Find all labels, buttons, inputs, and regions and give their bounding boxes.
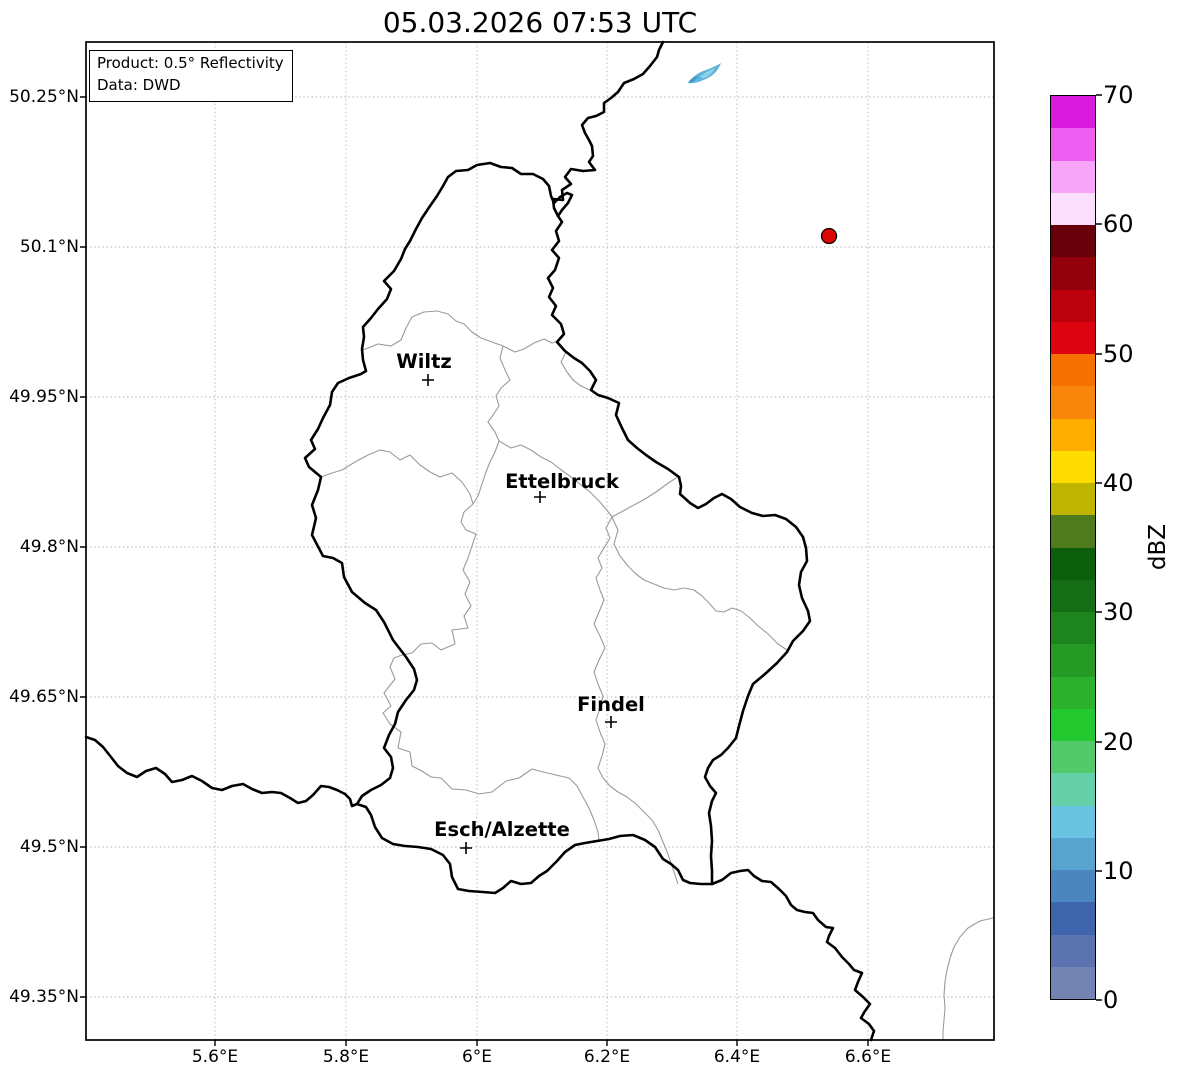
- luxembourg-border: [303, 161, 812, 895]
- colorbar-segment: [1051, 741, 1095, 774]
- colorbar-segment: [1051, 547, 1095, 580]
- city-label-findel: Findel: [577, 693, 645, 716]
- colorbar-segment: [1051, 644, 1095, 677]
- colorbar-tick-label: 50: [1103, 340, 1134, 368]
- colorbar-ticks: [1096, 94, 1102, 1001]
- city-markers: [422, 374, 617, 854]
- colorbar-tick-label: 20: [1103, 728, 1134, 756]
- lat-tick-label: 49.5°N: [19, 837, 79, 857]
- district-border-line: [320, 449, 477, 707]
- product-info-line2: Data: DWD: [97, 75, 181, 94]
- colorbar-segment: [1051, 386, 1095, 419]
- colorbar-segment: [1051, 289, 1095, 322]
- lat-tick-label: 49.35°N: [9, 987, 79, 1007]
- city-marker-ettelbruck: [534, 491, 546, 503]
- lat-tick-label: 50.25°N: [9, 87, 79, 107]
- colorbar-segment: [1051, 128, 1095, 161]
- lon-tick-label: 5.8°E: [322, 1047, 370, 1067]
- colorbar-unit-label: dBZ: [1145, 523, 1171, 571]
- city-label-ettelbruck: Ettelbruck: [505, 470, 619, 493]
- colorbar-segment: [1051, 612, 1095, 645]
- france-germany-border: [710, 868, 876, 1042]
- district-border-line: [362, 310, 504, 351]
- district-border-line: [472, 440, 500, 505]
- colorbar-tick-label: 30: [1103, 598, 1134, 626]
- district-border-line: [611, 476, 682, 518]
- colorbar-segment: [1051, 773, 1095, 806]
- colorbar-segment: [1051, 870, 1095, 903]
- colorbar-tick-label: 40: [1103, 469, 1134, 497]
- colorbar-segment: [1051, 515, 1095, 548]
- district-border-line: [593, 516, 628, 798]
- page-title: 05.03.2026 07:53 UTC: [382, 6, 698, 39]
- y-axis-ticks: [80, 96, 86, 998]
- belgium-germany-border: [551, 40, 665, 218]
- colorbar-segment: [1051, 902, 1095, 935]
- colorbar-segment: [1051, 450, 1095, 483]
- lon-tick-label: 6.4°E: [713, 1047, 761, 1067]
- city-marker-findel: [605, 716, 617, 728]
- colorbar-segment: [1051, 160, 1095, 193]
- colorbar-segment: [1051, 257, 1095, 290]
- colorbar-segment: [1051, 483, 1095, 516]
- colorbar-tick-label: 60: [1103, 210, 1134, 238]
- colorbar-segment: [1051, 418, 1095, 451]
- city-label-esch-alzette: Esch/Alzette: [434, 818, 570, 841]
- grid-lines: [86, 42, 994, 1040]
- district-borders: [320, 310, 994, 1040]
- product-info-line1: Product: 0.5° Reflectivity: [97, 54, 284, 72]
- district-border-line: [611, 516, 788, 651]
- city-label-wiltz: Wiltz: [396, 350, 452, 373]
- city-marker-wiltz: [422, 374, 434, 386]
- blue-precip-cell-core: [688, 76, 698, 83]
- lon-tick-label: 6.6°E: [844, 1047, 892, 1067]
- district-border-line: [382, 705, 600, 842]
- colorbar-segment: [1051, 354, 1095, 387]
- district-border-line: [487, 345, 511, 442]
- colorbar-segment: [1051, 192, 1095, 225]
- lon-tick-label: 6.2°E: [583, 1047, 631, 1067]
- city-marker-esch-alzette: [460, 842, 472, 854]
- colorbar-segment: [1051, 966, 1095, 999]
- lon-tick-label: 6°E: [461, 1047, 493, 1067]
- colorbar-tick-label: 10: [1103, 857, 1134, 885]
- lat-tick-label: 49.8°N: [19, 537, 79, 557]
- colorbar-segment: [1051, 934, 1095, 967]
- blue-precip-cell-bright: [700, 68, 715, 78]
- district-border-line: [626, 796, 679, 885]
- colorbar-segment: [1051, 321, 1095, 354]
- colorbar-tick-label: 70: [1103, 81, 1134, 109]
- plot-frame: [85, 41, 995, 1041]
- district-border-line: [498, 440, 613, 518]
- france-belgium-border: [84, 735, 359, 808]
- red-storm-cell-marker: [820, 227, 838, 245]
- product-info-box: Product: 0.5° Reflectivity Data: DWD: [89, 50, 293, 102]
- x-axis-ticks: [214, 1040, 869, 1046]
- lat-tick-label: 49.95°N: [9, 387, 79, 407]
- colorbar-gradient: [1050, 95, 1096, 1000]
- axis-tick-marks: [80, 94, 1102, 1046]
- lat-tick-label: 50.1°N: [19, 237, 79, 257]
- lon-tick-label: 5.6°E: [191, 1047, 239, 1067]
- colorbar-segment: [1051, 837, 1095, 870]
- colorbar-segment: [1051, 225, 1095, 258]
- lat-tick-label: 49.65°N: [9, 687, 79, 707]
- district-border-line: [942, 917, 994, 1040]
- district-border-line: [502, 338, 559, 353]
- country-borders: [84, 40, 876, 1042]
- radar-echoes: [688, 63, 838, 245]
- colorbar-segment: [1051, 676, 1095, 709]
- colorbar-segment: [1051, 96, 1095, 129]
- colorbar-segment: [1051, 579, 1095, 612]
- colorbar-segment: [1051, 805, 1095, 838]
- colorbar-tick-label: 0: [1103, 986, 1119, 1014]
- colorbar-segment: [1051, 708, 1095, 741]
